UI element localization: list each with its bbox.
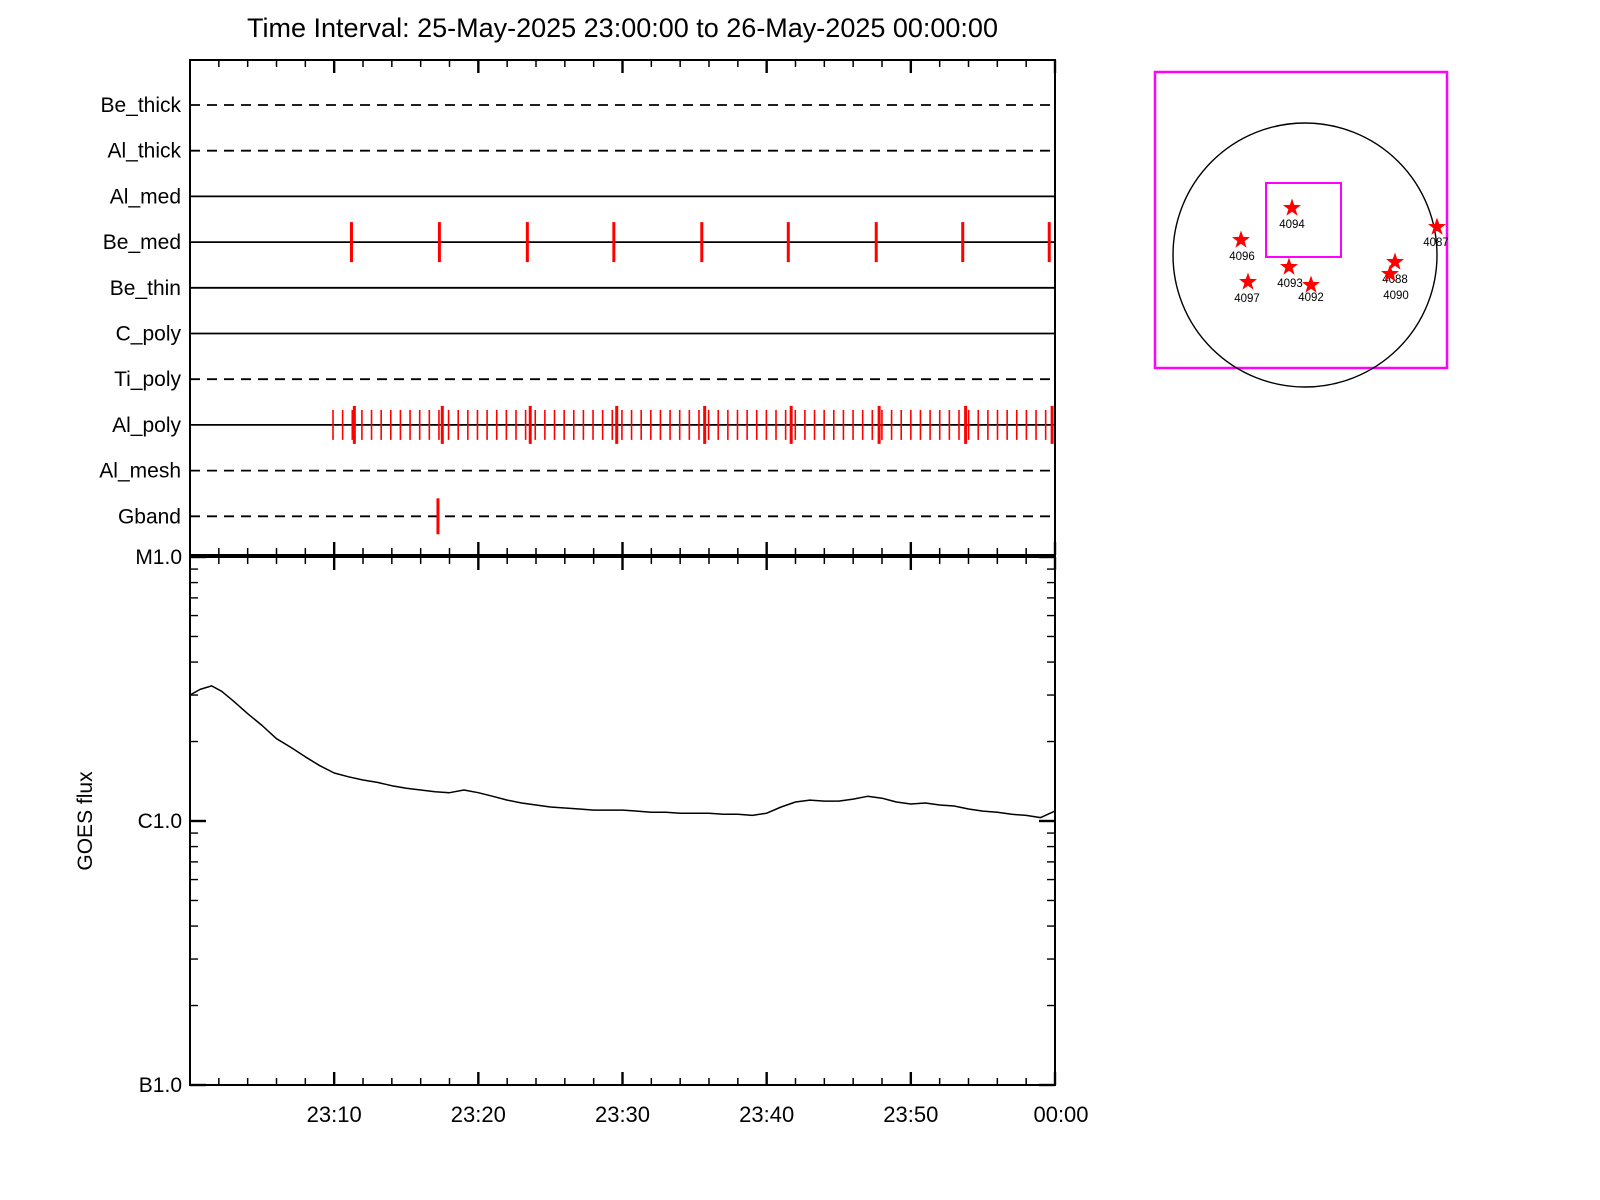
active-region-star-4087 [1428, 217, 1446, 235]
filter-label-Gband: Gband [118, 505, 181, 528]
filter-label-Al_poly: Al_poly [112, 414, 181, 437]
filter-label-Ti_poly: Ti_poly [114, 368, 181, 391]
active-region-label-4097: 4097 [1234, 293, 1260, 305]
filter-timeline-panel: Be_thick Al_thick Al_med Be_med Be_thin C_pol… [99, 59, 1057, 556]
exposure-ticks-Be_med [349, 222, 1051, 263]
filter-label-Al_thick: Al_thick [107, 140, 181, 163]
plot-title: Time Interval: 25-May-2025 23:00:00 to 2… [247, 13, 998, 43]
y-tick-label-C1.0: C1.0 [138, 810, 182, 833]
inset-outer-frame [1153, 70, 1449, 370]
y-tick-label-B1.0: B1.0 [139, 1074, 182, 1097]
x-tick-label-00:00: 00:00 [1033, 1102, 1088, 1127]
active-region-star-4088 [1386, 252, 1404, 270]
active-region-label-4096: 4096 [1229, 251, 1255, 263]
target-fov-box [1265, 182, 1342, 258]
goes-flux-curve [189, 685, 1056, 819]
active-region-label-4087: 4087 [1423, 237, 1449, 249]
x-tick-label-23:10: 23:10 [307, 1102, 362, 1127]
x-tick-label-23:40: 23:40 [739, 1102, 794, 1127]
active-region-star-4092 [1302, 275, 1320, 293]
active-region-star-4090 [1381, 264, 1399, 282]
goes-panel-frame [189, 556, 1056, 1086]
filter-label-Be_thick: Be_thick [100, 94, 181, 117]
x-tick-label-23:20: 23:20 [451, 1102, 506, 1127]
filter-label-Be_med: Be_med [103, 231, 181, 254]
active-region-star-4093 [1280, 257, 1298, 275]
active-region-star-4096 [1232, 230, 1250, 248]
x-tick-label-23:50: 23:50 [883, 1102, 938, 1127]
filter-label-C_poly: C_poly [116, 323, 182, 346]
solar-disk-inset: 40944096409740934092408840904087 [1153, 70, 1449, 388]
active-region-label-4092: 4092 [1298, 292, 1324, 304]
exposure-ticks-Al_poly [332, 405, 1054, 444]
active-region-star-4094 [1283, 198, 1301, 216]
filter-label-Al_med: Al_med [110, 185, 181, 208]
active-region-label-4094: 4094 [1279, 219, 1305, 231]
goes-flux-panel: M1.0 C1.0 B1.0 23:10 23:20 23:30 23:40 23:50 00:… [74, 546, 1089, 1127]
active-region-star-4097 [1239, 272, 1257, 290]
y-tick-label-M1.0: M1.0 [135, 546, 182, 569]
goes-flux-axis-label: GOES flux [74, 771, 97, 871]
x-tick-label-23:30: 23:30 [595, 1102, 650, 1127]
filter-label-Al_mesh: Al_mesh [99, 460, 181, 483]
filter-label-Be_thin: Be_thin [110, 277, 181, 300]
active-region-label-4093: 4093 [1277, 278, 1303, 290]
active-region-label-4090: 4090 [1383, 290, 1409, 302]
filter-panel-frame [189, 59, 1056, 556]
solar-limb-circle [1172, 122, 1438, 388]
